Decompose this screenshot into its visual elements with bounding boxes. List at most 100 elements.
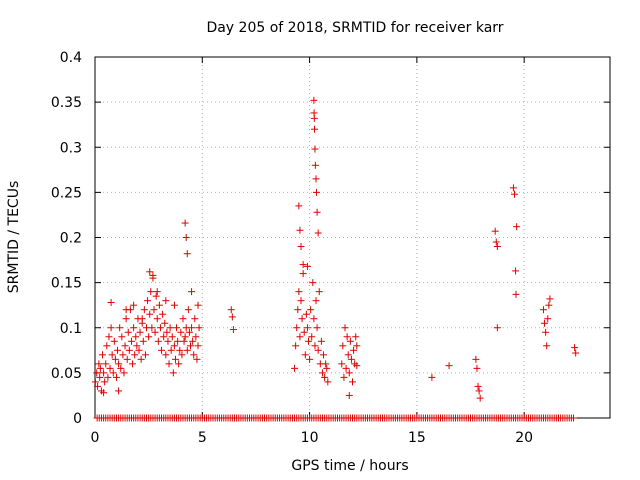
axis-ticks: [94, 56, 610, 419]
data-point: [141, 351, 149, 359]
data-point: [170, 342, 178, 350]
x-axis-label: GPS time / hours: [291, 458, 408, 474]
data-point: [347, 355, 355, 363]
data-point: [186, 342, 194, 350]
data-point: [114, 346, 122, 354]
data-point: [174, 337, 182, 345]
y-tick-label: 0.25: [51, 185, 82, 201]
data-point: [176, 346, 184, 354]
data-point: [313, 208, 321, 216]
data-point: [492, 238, 500, 246]
data-point: [297, 243, 305, 251]
data-point: [314, 229, 322, 237]
data-point: [167, 346, 175, 354]
data-point: [339, 342, 347, 350]
data-point: [124, 328, 132, 336]
data-point: [137, 355, 145, 363]
data-point: [136, 328, 144, 336]
data-point: [190, 351, 198, 359]
data-point: [123, 355, 131, 363]
data-point: [318, 369, 326, 377]
data-point: [311, 342, 319, 350]
data-point: [115, 387, 123, 395]
data-point: [324, 378, 332, 386]
data-point: [168, 333, 176, 341]
data-point: [299, 261, 307, 269]
data-point: [105, 333, 113, 341]
data-point: [178, 351, 186, 359]
data-point: [146, 268, 154, 276]
data-point: [94, 382, 102, 390]
data-point: [301, 351, 309, 359]
data-point: [292, 342, 300, 350]
data-point: [192, 333, 200, 341]
data-point: [193, 355, 201, 363]
data-point: [171, 355, 179, 363]
data-point: [312, 175, 320, 183]
data-point: [472, 355, 480, 363]
data-point: [349, 378, 356, 386]
data-point: [119, 351, 127, 359]
x-tick-label: 20: [515, 430, 533, 446]
data-point: [182, 234, 190, 241]
data-point: [291, 364, 299, 372]
data-point: [162, 351, 170, 359]
data-point: [110, 337, 118, 345]
data-point: [144, 297, 152, 305]
data-point: [298, 315, 306, 323]
data-point: [308, 333, 316, 341]
data-point: [340, 373, 348, 381]
data-point: [228, 313, 236, 321]
y-axis-label: SRMTID / TECUs: [6, 181, 22, 294]
data-point: [140, 306, 148, 314]
data-point: [175, 360, 183, 368]
data-point: [139, 337, 147, 345]
data-point: [120, 369, 128, 377]
data-point: [512, 290, 520, 298]
data-point: [305, 337, 313, 345]
data-point: [100, 369, 108, 377]
data-point: [104, 373, 112, 381]
data-point: [163, 328, 171, 336]
x-tick-label: 10: [301, 430, 319, 446]
y-tick-label: 0: [73, 411, 82, 427]
data-point: [303, 324, 311, 332]
data-point: [133, 342, 141, 350]
data-point: [323, 364, 331, 372]
data-point: [493, 324, 501, 332]
data-point: [111, 355, 119, 363]
data-point: [295, 288, 303, 296]
data-point: [491, 227, 499, 235]
data-point: [428, 373, 436, 381]
data-point: [118, 333, 126, 341]
data-point: [108, 351, 116, 359]
y-tick-label: 0.35: [51, 95, 82, 111]
data-point: [96, 364, 104, 372]
y-tick-label: 0.2: [60, 231, 82, 247]
data-point: [102, 360, 110, 368]
data-point: [185, 328, 193, 336]
data-point: [106, 364, 114, 372]
data-point: [109, 369, 117, 377]
data-point: [475, 387, 483, 395]
data-point: [153, 315, 161, 323]
data-point: [313, 324, 321, 332]
data-point: [153, 288, 161, 296]
data-point: [162, 297, 170, 305]
x-tick-label: 15: [408, 430, 426, 446]
data-point: [296, 226, 304, 234]
x-tick-label: 0: [91, 430, 100, 446]
data-point: [169, 369, 177, 377]
data-point: [91, 378, 99, 386]
data-point: [511, 190, 519, 198]
data-point: [145, 333, 153, 341]
data-point: [312, 297, 320, 305]
data-point-zero: [570, 414, 578, 422]
data-point: [155, 301, 163, 309]
data-point: [154, 337, 162, 345]
data-point: [129, 360, 137, 368]
data-point: [509, 184, 517, 192]
axis-tick-labels: 0 0.05 0.1 0.15 0.2 0.25 0.3 0.35 0.4 0 5 10 15 20: [51, 50, 533, 446]
data-point: [310, 114, 318, 122]
data-point: [307, 306, 315, 314]
